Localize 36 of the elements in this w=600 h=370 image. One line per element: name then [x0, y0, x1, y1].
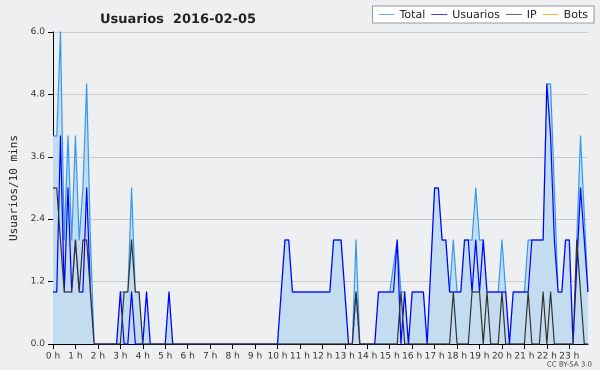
x-tick-label: 18 h [447, 352, 468, 362]
x-tick-label: 1 h [68, 352, 83, 362]
x-tick-label: 21 h [514, 352, 534, 362]
legend-label: IP [526, 8, 538, 21]
x-tick-label: 12 h [312, 352, 332, 362]
y-tick-label: 0.0 [30, 339, 46, 349]
x-tick-label: 19 h [469, 352, 490, 362]
x-tick-label: 7 h [202, 352, 218, 362]
legend-label: Total [398, 8, 426, 21]
y-tick-label: 4.8 [30, 89, 46, 100]
legend-label: Usuarios [452, 8, 500, 21]
x-tick-label: 20 h [492, 352, 512, 362]
x-tick-label: 3 h [113, 352, 128, 362]
y-axis-title: Usuarios/10 mins [7, 135, 20, 241]
x-tick-label: 10 h [267, 352, 288, 362]
y-tick-label: 3.6 [30, 152, 46, 162]
x-tick-label: 6 h [180, 352, 195, 362]
x-tick-label: 14 h [357, 352, 378, 362]
x-tick-label: 4 h [136, 352, 150, 362]
y-tick-label: 2.4 [30, 214, 46, 224]
x-tick-label: 2 h [90, 352, 106, 362]
x-tick-label: 0 h [46, 352, 60, 362]
x-tick-label: 23 h [559, 352, 580, 362]
y-tick-label: 1.2 [30, 276, 45, 287]
x-tick-label: 11 h [290, 352, 310, 362]
x-tick-label: 15 h [380, 352, 400, 362]
x-tick-label: 16 h [402, 352, 422, 362]
x-tick-label: 5 h [158, 352, 172, 362]
chart-title: Usuarios 2016-02-05 [100, 12, 256, 27]
x-tick-label: 8 h [225, 352, 240, 362]
x-tick-label: 22 h [536, 352, 557, 362]
x-tick-label: 9 h [248, 352, 262, 362]
y-tick-label: 6.0 [30, 27, 46, 37]
x-tick-label: 13 h [334, 352, 355, 362]
legend-label: Bots [564, 8, 588, 21]
x-tick-label: 17 h [424, 352, 445, 362]
